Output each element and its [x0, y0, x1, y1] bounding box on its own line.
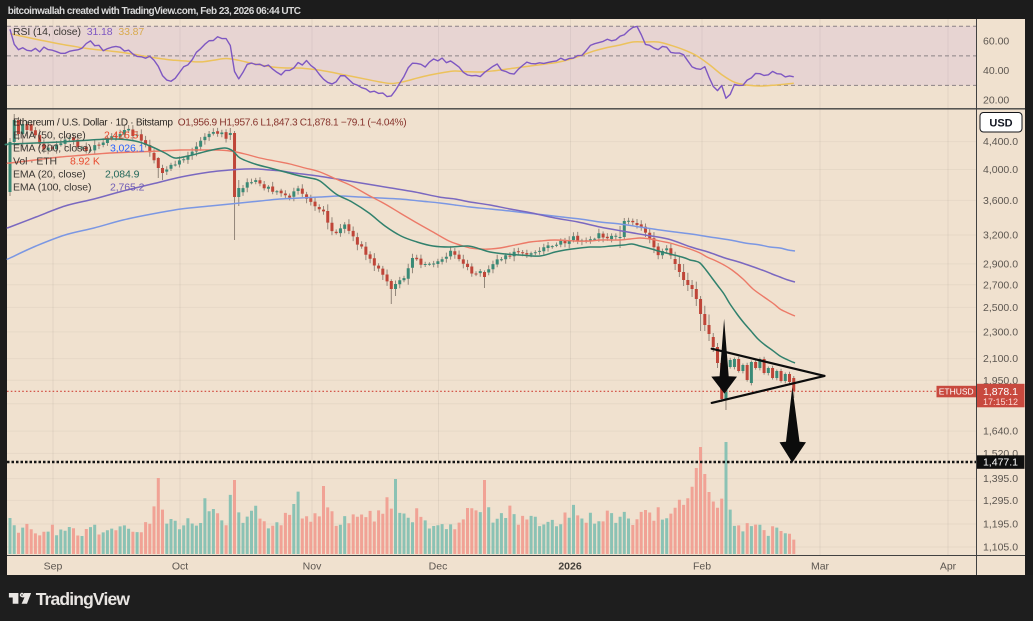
svg-text:4,000.0: 4,000.0 [983, 164, 1018, 176]
svg-text:USD: USD [989, 118, 1012, 130]
svg-text:3,200.0: 3,200.0 [983, 229, 1018, 241]
svg-text:1,395.0: 1,395.0 [983, 473, 1018, 485]
svg-text:1,105.0: 1,105.0 [983, 541, 1018, 553]
svg-text:2026: 2026 [558, 561, 582, 573]
svg-text:40.00: 40.00 [983, 65, 1009, 77]
svg-text:2,700.0: 2,700.0 [983, 279, 1018, 291]
svg-text:1,195.0: 1,195.0 [983, 518, 1018, 530]
svg-text:20.00: 20.00 [983, 95, 1009, 107]
svg-text:60.00: 60.00 [983, 36, 1009, 48]
svg-text:1,878.1: 1,878.1 [983, 386, 1018, 398]
svg-text:2,900.0: 2,900.0 [983, 258, 1018, 270]
svg-text:4,400.0: 4,400.0 [983, 136, 1018, 148]
svg-text:2,100.0: 2,100.0 [983, 353, 1018, 365]
svg-text:Nov: Nov [303, 561, 322, 573]
svg-text:EMA (20, close)2,084.9: EMA (20, close) 2,084.9 [13, 169, 140, 181]
svg-text:EMA (50, close)2,426.5: EMA (50, close) 2,426.5 [13, 130, 139, 142]
svg-text:Ethereum / U.S. Dollar · 1D ·: Ethereum / U.S. Dollar · 1D · Bitstamp O1… [13, 118, 406, 129]
svg-text:3,600.0: 3,600.0 [983, 195, 1018, 207]
svg-text:1,477.1: 1,477.1 [983, 456, 1018, 468]
svg-text:1,640.0: 1,640.0 [983, 426, 1018, 438]
svg-text:Sep: Sep [44, 561, 63, 573]
svg-text:bitcoinwallah created with Tra: bitcoinwallah created with TradingView.c… [8, 6, 301, 17]
svg-text:Mar: Mar [811, 561, 830, 573]
svg-text:RSI (14, close) 31.18 33.87: RSI (14, close) 31.18 33.87 [13, 26, 144, 38]
svg-text:17:15:12: 17:15:12 [983, 397, 1018, 407]
svg-text:Oct: Oct [172, 561, 188, 573]
svg-text:2,500.0: 2,500.0 [983, 302, 1018, 314]
svg-text:Feb: Feb [693, 561, 711, 573]
svg-text:2,300.0: 2,300.0 [983, 326, 1018, 338]
svg-text:EMA (200, close)3,026.1: EMA (200, close) 3,026.1 [13, 143, 145, 155]
svg-text:Apr: Apr [940, 561, 957, 573]
svg-text:1,295.0: 1,295.0 [983, 495, 1018, 507]
svg-text:EMA (100, close)2,765.2: EMA (100, close) 2,765.2 [13, 182, 145, 194]
svg-text:Dec: Dec [429, 561, 448, 573]
svg-text:ETHUSD: ETHUSD [939, 386, 974, 396]
svg-text:TradingView: TradingView [36, 589, 131, 609]
